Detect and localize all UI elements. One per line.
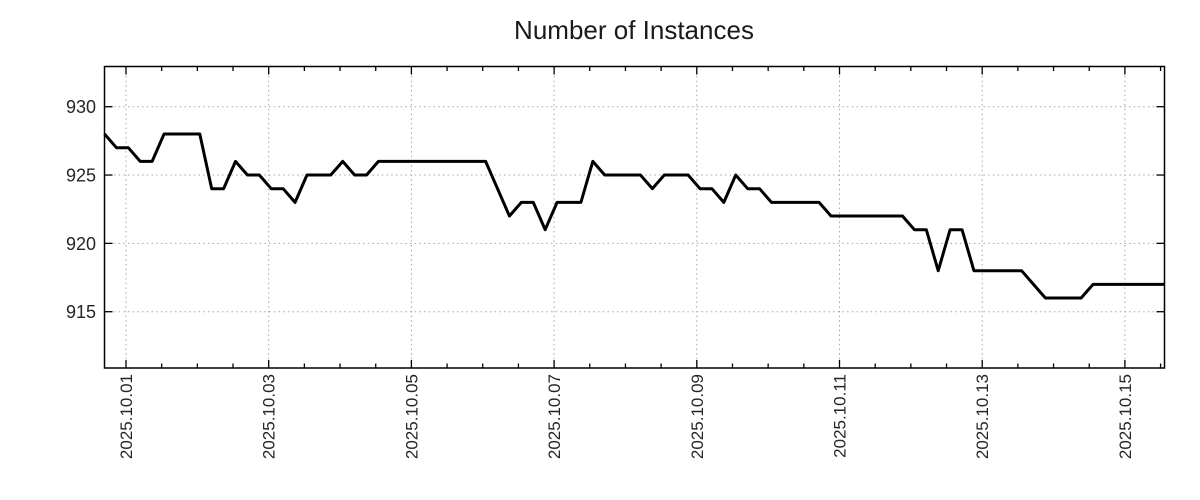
x-tick-label: 2025.10.11 (831, 374, 850, 458)
y-tick-label: 925 (66, 166, 96, 186)
series-line (103, 132, 1165, 300)
x-tick-label: 2025.10.03 (260, 374, 279, 459)
x-tick-label: 2025.10.01 (117, 374, 136, 459)
y-tick-label: 930 (66, 97, 96, 117)
plot-border (103, 65, 1166, 369)
x-tick-label: 2025.10.13 (973, 374, 992, 459)
x-tick-label: 2025.10.09 (688, 374, 707, 459)
y-tick-label: 920 (66, 234, 96, 254)
x-tick-label: 2025.10.05 (402, 374, 421, 459)
y-tick-label: 915 (66, 302, 96, 322)
x-tick-label: 2025.10.15 (1116, 374, 1135, 459)
x-tick-label: 2025.10.07 (545, 374, 564, 459)
chart-title: Number of Instances (514, 15, 754, 45)
